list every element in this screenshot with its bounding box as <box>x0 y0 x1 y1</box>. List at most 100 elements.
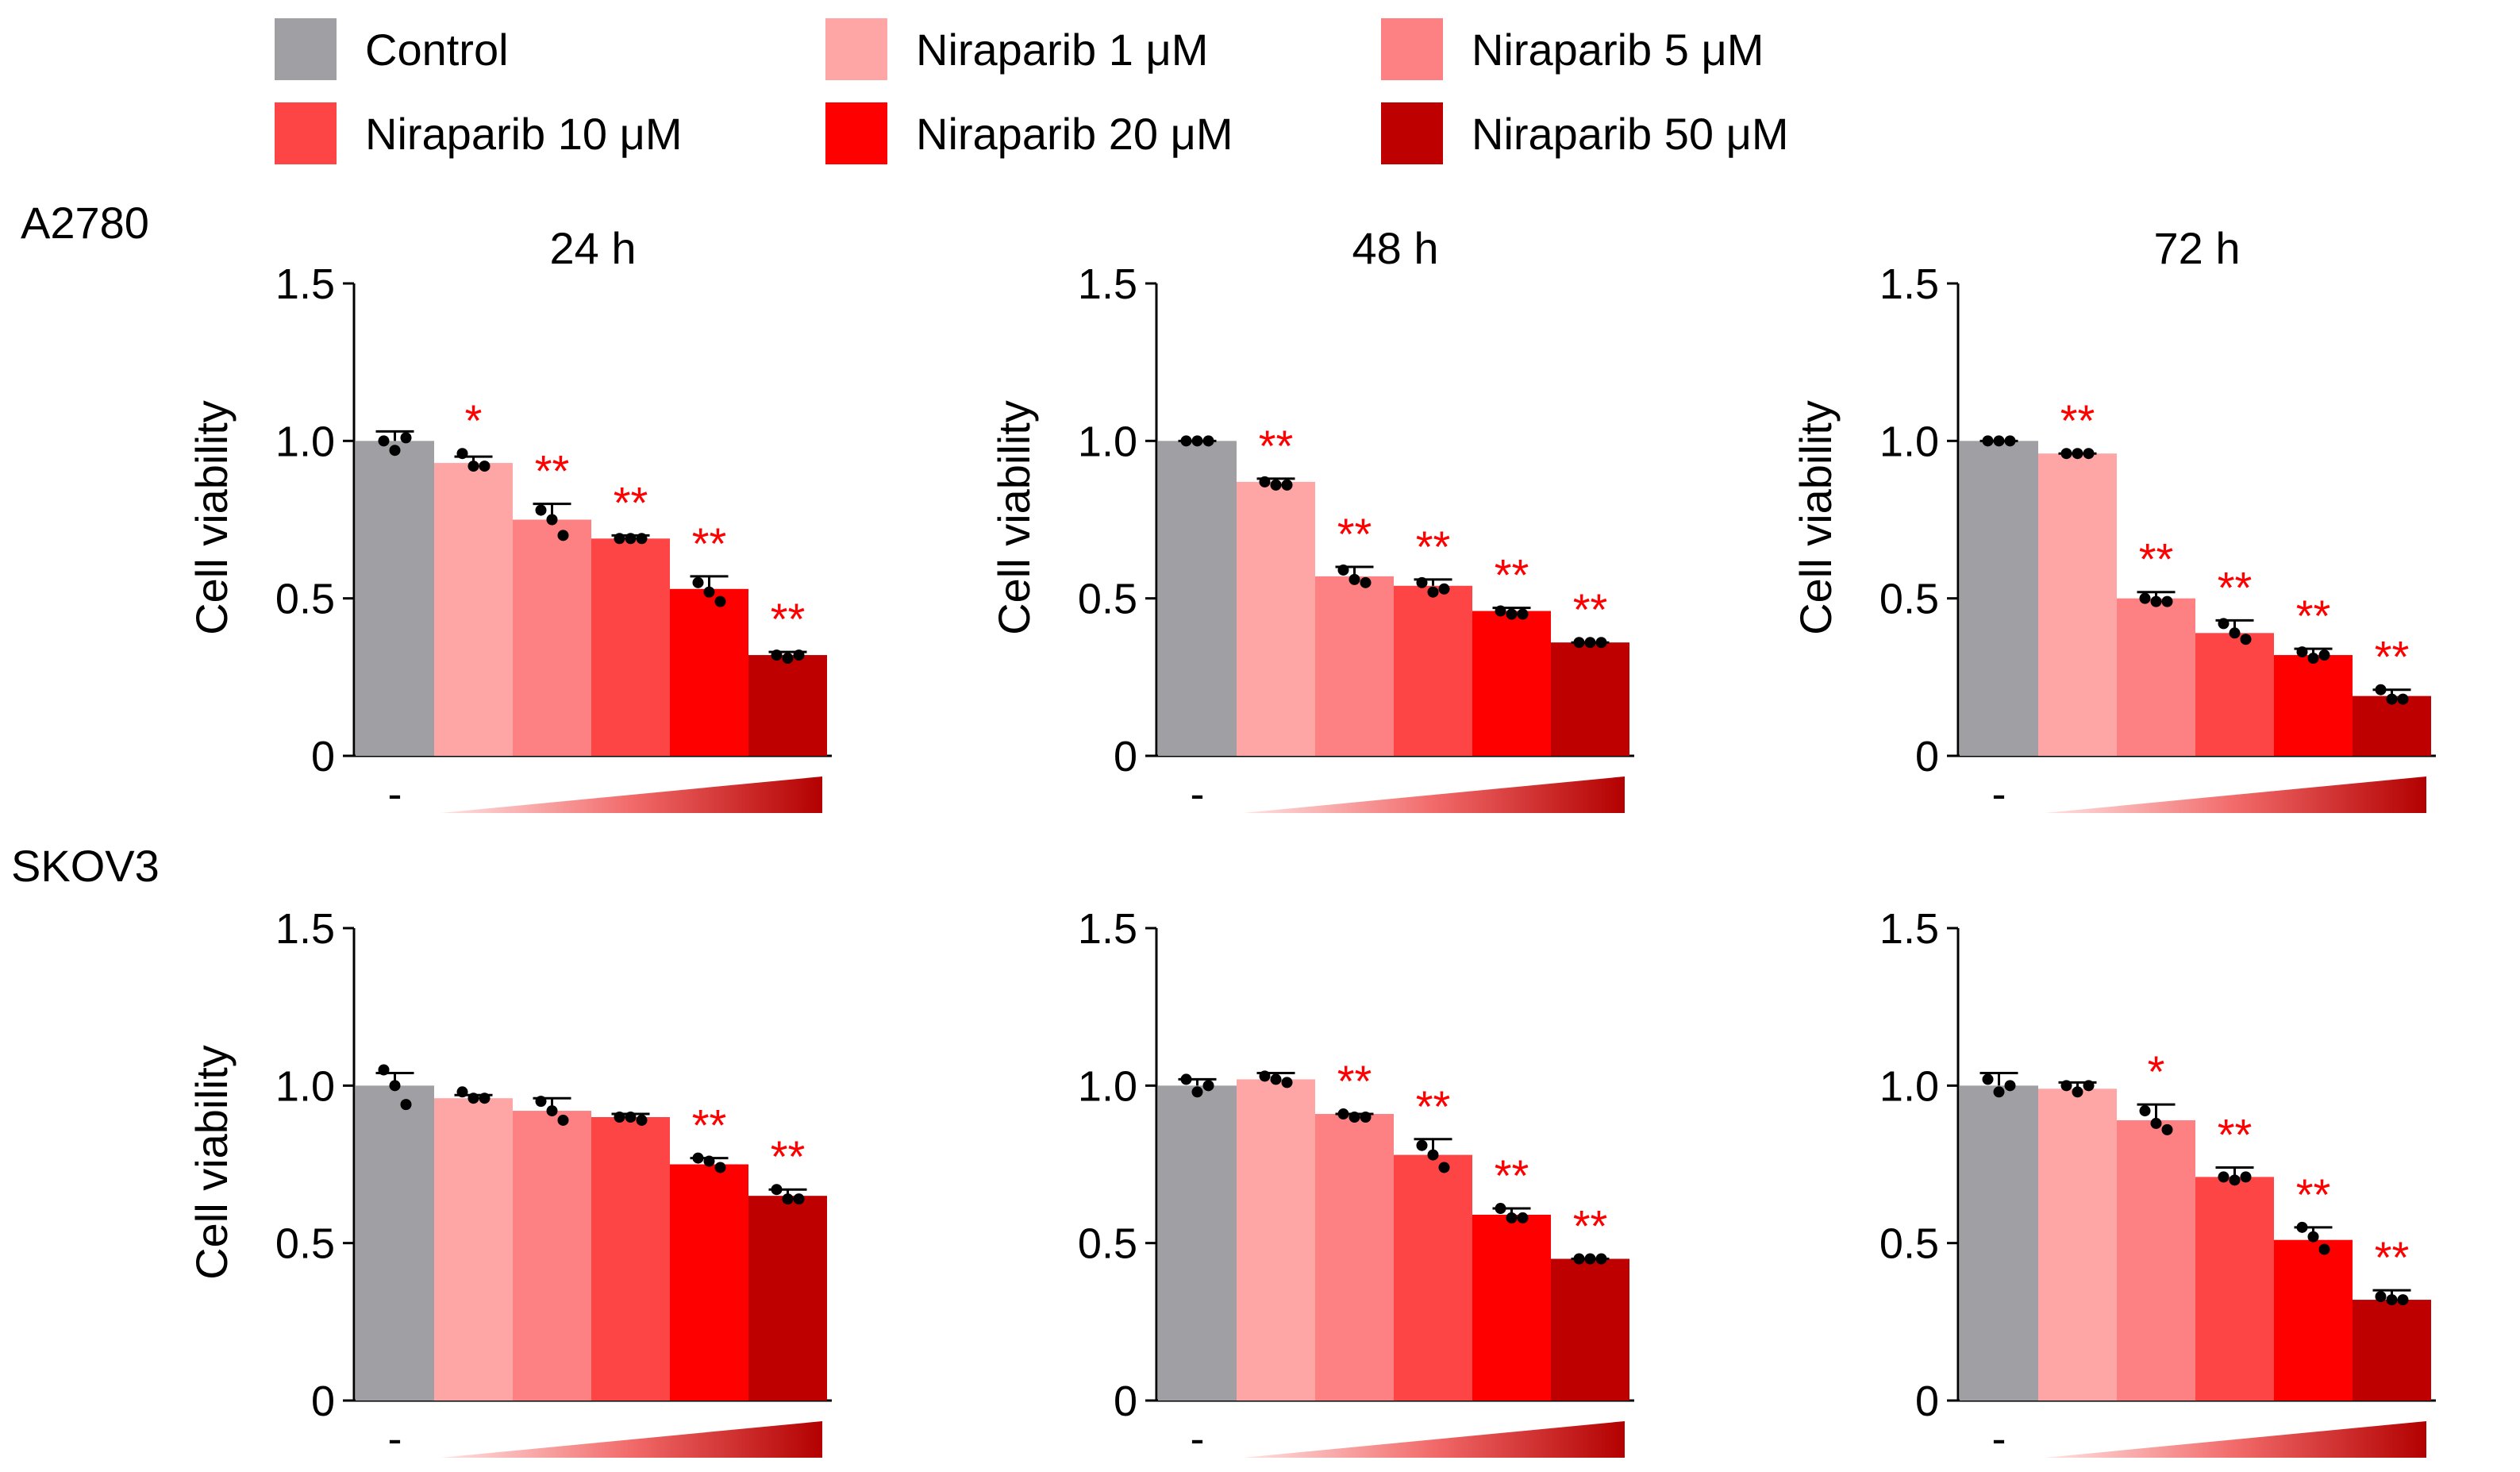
data-point <box>1993 1086 2005 1098</box>
y-tick-label: 1.5 <box>1879 260 1939 308</box>
x-control-label: - <box>388 1415 402 1462</box>
bar <box>748 1196 827 1401</box>
y-tick-label: 1.0 <box>1879 1062 1939 1110</box>
significance-marker: * <box>2148 1046 2165 1096</box>
significance-marker: ** <box>535 446 570 496</box>
data-point <box>2229 1174 2241 1186</box>
data-point <box>1427 586 1439 598</box>
data-point <box>456 448 468 460</box>
data-point <box>793 649 805 661</box>
y-tick-label: 1.0 <box>275 418 335 465</box>
data-point <box>2397 693 2409 705</box>
dose-gradient-ramp <box>1243 776 1625 813</box>
bar <box>2038 453 2117 756</box>
chart-title: 48 h <box>1352 223 1439 273</box>
bar <box>434 463 513 756</box>
y-tick-label: 1.0 <box>1879 418 1939 465</box>
significance-marker: ** <box>771 1131 806 1181</box>
row-label-a2780: A2780 <box>21 198 149 248</box>
data-point <box>1348 1112 1360 1123</box>
bar <box>1551 642 1629 756</box>
data-point <box>1337 1108 1349 1120</box>
y-tick-label: 1.5 <box>1078 905 1137 953</box>
data-point <box>389 445 401 457</box>
data-point <box>714 595 726 607</box>
data-point <box>614 533 625 545</box>
chart-panel-4: 0 0.5 1.0 1.5 Cell viability ** ** - <box>187 905 832 1462</box>
data-point <box>1180 1073 1192 1085</box>
legend-label-niraparib-20: Niraparib 20 μM <box>916 108 1233 159</box>
data-point <box>2318 1243 2330 1255</box>
bar <box>513 1111 591 1401</box>
data-point <box>771 649 783 661</box>
y-tick-label: 0 <box>1915 733 1939 780</box>
data-point <box>1337 564 1349 576</box>
y-tick-label: 1.5 <box>1078 260 1137 308</box>
legend-item-control: Control <box>275 17 509 81</box>
legend-label-niraparib-5: Niraparib 5 μM <box>1472 24 1764 75</box>
data-point <box>2375 1291 2387 1303</box>
chart-title: 72 h <box>2154 223 2241 273</box>
data-point <box>1270 479 1282 491</box>
data-point <box>692 576 704 588</box>
data-point <box>1506 608 1518 620</box>
data-point <box>2004 435 2016 447</box>
bar <box>2353 696 2431 756</box>
bar <box>591 1117 670 1401</box>
data-point <box>2072 448 2083 460</box>
legend-swatch-control <box>275 18 337 80</box>
data-point <box>1573 637 1585 649</box>
y-tick-label: 0.5 <box>1879 1220 1939 1268</box>
y-tick-label: 0 <box>1915 1378 1939 1425</box>
data-point <box>1281 479 1293 491</box>
data-point <box>456 1086 468 1098</box>
significance-marker: ** <box>2060 395 2095 445</box>
data-point <box>535 1096 547 1108</box>
bar <box>670 1164 748 1401</box>
bar <box>2274 655 2353 756</box>
significance-marker: ** <box>1337 509 1372 559</box>
legend-label-niraparib-10: Niraparib 10 μM <box>365 108 683 159</box>
data-point <box>2307 1231 2319 1243</box>
bar <box>2038 1089 2117 1401</box>
legend-swatch-niraparib-50 <box>1381 102 1443 164</box>
significance-marker: ** <box>2139 534 2174 584</box>
y-tick-label: 1.5 <box>275 905 335 953</box>
bar <box>513 519 591 756</box>
significance-marker: ** <box>771 594 806 644</box>
significance-marker: ** <box>1416 1081 1451 1131</box>
bar <box>1237 1079 1315 1401</box>
y-tick-label: 1.5 <box>1879 905 1939 953</box>
data-point <box>1259 1070 1271 1082</box>
data-point <box>1495 1203 1506 1215</box>
bar <box>356 1085 434 1401</box>
data-point <box>2318 649 2330 661</box>
y-tick-label: 0 <box>311 1378 335 1425</box>
bar <box>670 588 748 756</box>
data-point <box>1438 583 1450 595</box>
data-point <box>2218 618 2230 630</box>
data-point <box>2240 1171 2252 1183</box>
data-point <box>1202 1080 1214 1092</box>
data-point <box>1495 605 1506 617</box>
data-point <box>714 1162 726 1173</box>
bar <box>1394 585 1472 756</box>
dose-gradient-ramp <box>1243 1421 1625 1458</box>
x-control-label: - <box>1191 1415 1205 1462</box>
data-point <box>636 533 648 545</box>
data-point <box>793 1193 805 1205</box>
x-control-label: - <box>388 770 402 818</box>
data-point <box>782 653 794 665</box>
legend-item-niraparib-20: Niraparib 20 μM <box>825 102 1233 165</box>
legend-item-niraparib-5: Niraparib 5 μM <box>1381 17 1764 81</box>
data-point <box>479 1092 491 1104</box>
legend-swatch-niraparib-5 <box>1381 18 1443 80</box>
significance-marker: ** <box>1337 1056 1372 1106</box>
data-point <box>557 1114 569 1126</box>
data-point <box>1982 435 1994 447</box>
x-control-label: - <box>1992 1415 2006 1462</box>
data-point <box>1573 1253 1585 1265</box>
data-point <box>1281 1077 1293 1089</box>
data-point <box>378 1064 390 1076</box>
legend-label-niraparib-1: Niraparib 1 μM <box>916 24 1209 75</box>
